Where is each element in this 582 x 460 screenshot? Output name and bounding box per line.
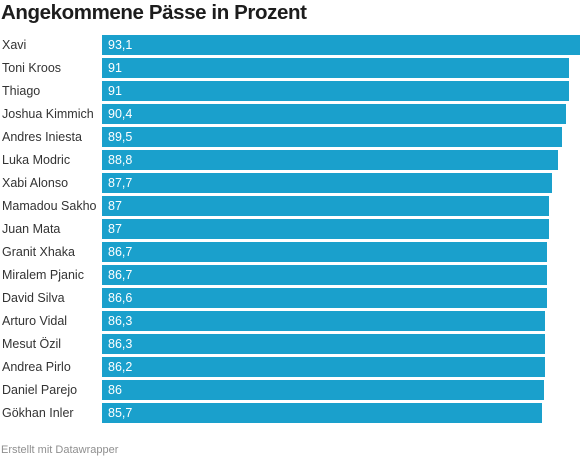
value-label: 91: [108, 84, 122, 98]
bar: 86,3: [102, 334, 546, 354]
category-label: David Silva: [2, 291, 65, 305]
value-label: 85,7: [108, 406, 133, 420]
category-label: Granit Xhaka: [2, 245, 75, 259]
category-label: Xabi Alonso: [2, 176, 69, 190]
bar: 91: [102, 81, 570, 101]
bar: 87: [102, 219, 549, 239]
bar: 93,1: [102, 35, 580, 55]
chart-title: Angekommene Pässe in Prozent: [1, 1, 307, 24]
value-label: 86: [108, 383, 122, 397]
bar-row: David Silva 86,6: [0, 288, 582, 308]
category-label: Mesut Özil: [2, 337, 62, 351]
bar-row: Miralem Pjanic 86,7: [0, 265, 582, 285]
bar: 86,2: [102, 357, 545, 377]
bar-row: Toni Kroos 91: [0, 58, 582, 78]
bar-row: Granit Xhaka 86,7: [0, 242, 582, 262]
category-label: Andres Iniesta: [2, 130, 82, 144]
value-label: 93,1: [108, 38, 133, 52]
bar: 88,8: [102, 150, 558, 170]
value-label: 88,8: [108, 153, 133, 167]
bar-row: Arturo Vidal 86,3: [0, 311, 582, 331]
bar: 86,7: [102, 242, 548, 262]
value-label: 91: [108, 61, 122, 75]
value-label: 86,6: [108, 291, 133, 305]
value-label: 86,3: [108, 314, 133, 328]
value-label: 90,4: [108, 107, 133, 121]
value-label: 87: [108, 222, 122, 236]
category-label: Luka Modric: [2, 153, 71, 167]
value-label: 86,2: [108, 360, 133, 374]
value-label: 86,7: [108, 268, 133, 282]
bar: 86: [102, 380, 544, 400]
value-label: 86,3: [108, 337, 133, 351]
category-label: Juan Mata: [2, 222, 61, 236]
category-label: Miralem Pjanic: [2, 268, 84, 282]
category-label: Daniel Parejo: [2, 383, 78, 397]
value-label: 87,7: [108, 176, 133, 190]
category-label: Joshua Kimmich: [2, 107, 94, 121]
bar-row: Andrea Pirlo 86,2: [0, 357, 582, 377]
category-label: Gökhan Inler: [2, 406, 74, 420]
bar-row: Xabi Alonso 87,7: [0, 173, 582, 193]
category-label: Xavi: [2, 38, 27, 52]
value-label: 86,7: [108, 245, 133, 259]
bar: 90,4: [102, 104, 567, 124]
value-label: 87: [108, 199, 122, 213]
category-label: Andrea Pirlo: [2, 360, 71, 374]
bar-row: Andres Iniesta 89,5: [0, 127, 582, 147]
bar: 86,7: [102, 265, 548, 285]
bar-row: Gökhan Inler 85,7: [0, 403, 582, 423]
bar: 89,5: [102, 127, 562, 147]
bar: 85,7: [102, 403, 542, 423]
bar: 86,6: [102, 288, 547, 308]
bar-row: Daniel Parejo 86: [0, 380, 582, 400]
category-label: Thiago: [2, 84, 41, 98]
bar-row: Thiago 91: [0, 81, 582, 101]
footer-credit: Erstellt mit Datawrapper: [1, 444, 119, 456]
bar-row: Juan Mata 87: [0, 219, 582, 239]
bar: 91: [102, 58, 570, 78]
bar: 87: [102, 196, 549, 216]
value-label: 89,5: [108, 130, 133, 144]
bar: 87,7: [102, 173, 553, 193]
bar-row: Mamadou Sakho 87: [0, 196, 582, 216]
category-label: Mamadou Sakho: [2, 199, 97, 213]
bar: 86,3: [102, 311, 546, 331]
category-label: Arturo Vidal: [2, 314, 68, 328]
bar-row: Mesut Özil 86,3: [0, 334, 582, 354]
bar-row: Joshua Kimmich 90,4: [0, 104, 582, 124]
bar-row: Xavi 93,1: [0, 35, 582, 55]
category-label: Toni Kroos: [2, 61, 62, 75]
bar-row: Luka Modric 88,8: [0, 150, 582, 170]
